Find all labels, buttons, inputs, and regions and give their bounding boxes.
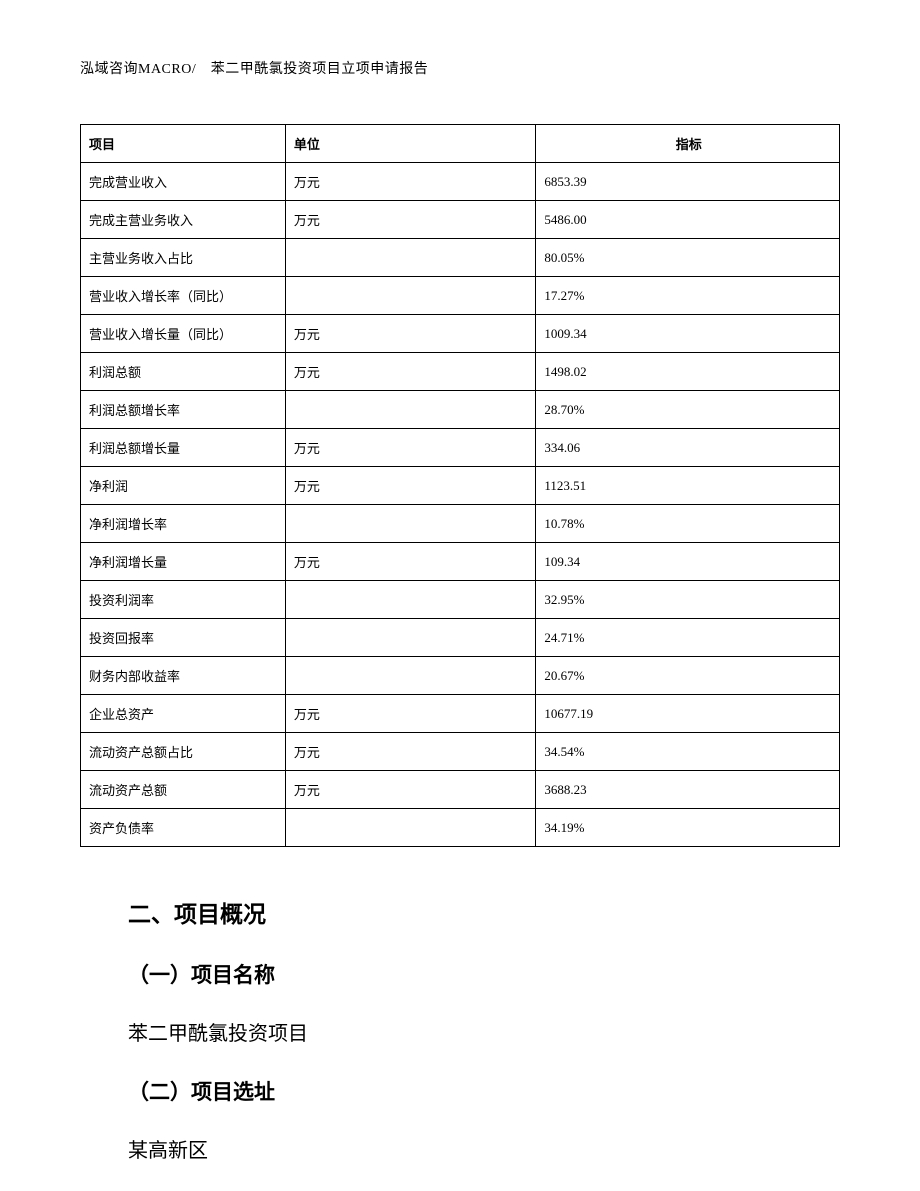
cell-value: 34.19%: [536, 809, 840, 847]
table-row: 完成主营业务收入 万元 5486.00: [81, 201, 840, 239]
cell-item: 营业收入增长量（同比）: [81, 315, 286, 353]
cell-value: 80.05%: [536, 239, 840, 277]
table-row: 净利润 万元 1123.51: [81, 467, 840, 505]
cell-item: 投资回报率: [81, 619, 286, 657]
cell-value: 17.27%: [536, 277, 840, 315]
cell-unit: 万元: [285, 163, 535, 201]
cell-unit: [285, 581, 535, 619]
table-body: 完成营业收入 万元 6853.39 完成主营业务收入 万元 5486.00 主营…: [81, 163, 840, 847]
section-heading: 二、项目概况: [128, 895, 792, 929]
cell-value: 32.95%: [536, 581, 840, 619]
cell-item: 企业总资产: [81, 695, 286, 733]
cell-item: 投资利润率: [81, 581, 286, 619]
table-row: 主营业务收入占比 80.05%: [81, 239, 840, 277]
table-row: 完成营业收入 万元 6853.39: [81, 163, 840, 201]
table-row: 利润总额 万元 1498.02: [81, 353, 840, 391]
cell-value: 10677.19: [536, 695, 840, 733]
cell-item: 资产负债率: [81, 809, 286, 847]
table-row: 净利润增长量 万元 109.34: [81, 543, 840, 581]
col-header-item: 项目: [81, 125, 286, 163]
table-row: 资产负债率 34.19%: [81, 809, 840, 847]
table-row: 营业收入增长量（同比） 万元 1009.34: [81, 315, 840, 353]
table-row: 流动资产总额 万元 3688.23: [81, 771, 840, 809]
cell-item: 完成主营业务收入: [81, 201, 286, 239]
cell-item: 主营业务收入占比: [81, 239, 286, 277]
financial-table: 项目 单位 指标 完成营业收入 万元 6853.39 完成主营业务收入 万元 5…: [80, 124, 840, 847]
cell-unit: [285, 505, 535, 543]
cell-value: 1009.34: [536, 315, 840, 353]
cell-value: 5486.00: [536, 201, 840, 239]
cell-value: 6853.39: [536, 163, 840, 201]
cell-item: 利润总额增长率: [81, 391, 286, 429]
sub-heading-2: （二）项目选址: [128, 1076, 792, 1106]
body-text: 二、项目概况 （一）项目名称 苯二甲酰氯投资项目 （二）项目选址 某高新区: [80, 895, 840, 1163]
cell-unit: [285, 657, 535, 695]
cell-unit: 万元: [285, 467, 535, 505]
cell-item: 完成营业收入: [81, 163, 286, 201]
table-row: 净利润增长率 10.78%: [81, 505, 840, 543]
table-row: 财务内部收益率 20.67%: [81, 657, 840, 695]
col-header-value: 指标: [536, 125, 840, 163]
table-row: 营业收入增长率（同比） 17.27%: [81, 277, 840, 315]
cell-value: 34.54%: [536, 733, 840, 771]
cell-unit: 万元: [285, 315, 535, 353]
table-row: 利润总额增长量 万元 334.06: [81, 429, 840, 467]
cell-unit: 万元: [285, 733, 535, 771]
col-header-unit: 单位: [285, 125, 535, 163]
cell-unit: 万元: [285, 353, 535, 391]
cell-item: 净利润增长量: [81, 543, 286, 581]
cell-value: 24.71%: [536, 619, 840, 657]
cell-value: 109.34: [536, 543, 840, 581]
cell-unit: [285, 809, 535, 847]
cell-value: 1498.02: [536, 353, 840, 391]
cell-unit: 万元: [285, 543, 535, 581]
cell-value: 334.06: [536, 429, 840, 467]
cell-value: 20.67%: [536, 657, 840, 695]
table-row: 投资回报率 24.71%: [81, 619, 840, 657]
cell-unit: 万元: [285, 771, 535, 809]
table-row: 投资利润率 32.95%: [81, 581, 840, 619]
cell-item: 流动资产总额占比: [81, 733, 286, 771]
cell-item: 净利润: [81, 467, 286, 505]
document-page: 泓域咨询MACRO/ 苯二甲酰氯投资项目立项申请报告 项目 单位 指标 完成营业…: [0, 0, 920, 1191]
cell-item: 利润总额: [81, 353, 286, 391]
cell-value: 28.70%: [536, 391, 840, 429]
cell-value: 1123.51: [536, 467, 840, 505]
cell-unit: [285, 619, 535, 657]
paragraph-2: 某高新区: [128, 1134, 792, 1163]
cell-item: 利润总额增长量: [81, 429, 286, 467]
cell-unit: 万元: [285, 695, 535, 733]
cell-item: 流动资产总额: [81, 771, 286, 809]
table-row: 企业总资产 万元 10677.19: [81, 695, 840, 733]
cell-item: 净利润增长率: [81, 505, 286, 543]
cell-unit: [285, 277, 535, 315]
cell-value: 10.78%: [536, 505, 840, 543]
paragraph-1: 苯二甲酰氯投资项目: [128, 1017, 792, 1046]
cell-unit: [285, 239, 535, 277]
cell-item: 财务内部收益率: [81, 657, 286, 695]
page-header: 泓域咨询MACRO/ 苯二甲酰氯投资项目立项申请报告: [80, 58, 840, 78]
cell-value: 3688.23: [536, 771, 840, 809]
sub-heading-1: （一）项目名称: [128, 959, 792, 989]
table-row: 流动资产总额占比 万元 34.54%: [81, 733, 840, 771]
cell-item: 营业收入增长率（同比）: [81, 277, 286, 315]
cell-unit: 万元: [285, 201, 535, 239]
table-row: 利润总额增长率 28.70%: [81, 391, 840, 429]
cell-unit: [285, 391, 535, 429]
cell-unit: 万元: [285, 429, 535, 467]
table-header-row: 项目 单位 指标: [81, 125, 840, 163]
